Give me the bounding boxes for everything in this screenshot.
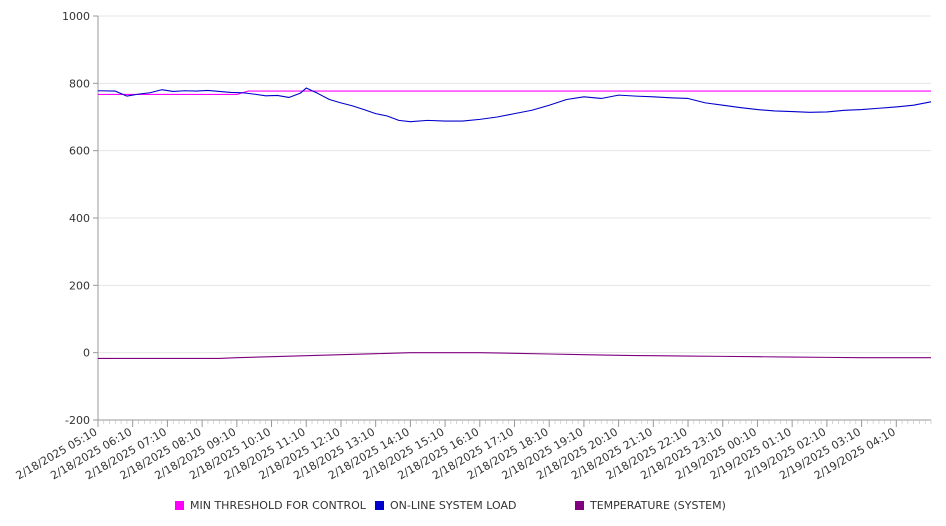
legend-swatch-min-threshold [175, 501, 184, 510]
y-tick-label-5: 800 [69, 77, 90, 90]
grid-lines [98, 15, 931, 421]
legend-item-temperature[interactable]: TEMPERATURE (SYSTEM) [575, 499, 726, 512]
y-tick-label-6: 1000 [62, 10, 90, 23]
y-tick-label-0: -200 [65, 414, 90, 427]
legend-item-min-threshold[interactable]: MIN THRESHOLD FOR CONTROL [175, 499, 366, 512]
legend-item-system-load[interactable]: ON-LINE SYSTEM LOAD [375, 499, 516, 512]
series-line-2 [98, 352, 931, 359]
y-tick-label-1: 0 [83, 347, 90, 360]
y-tick-label-2: 200 [69, 279, 90, 292]
series-line-1 [97, 87, 932, 123]
line-chart: -200 0 200 400 600 800 1000 2/18/2025 05:102/1… [14, 10, 932, 482]
legend-label-temperature: TEMPERATURE (SYSTEM) [590, 499, 726, 512]
legend-swatch-temperature [575, 501, 584, 510]
y-axis: -200 0 200 400 600 800 1000 [62, 10, 99, 427]
series-layer [97, 87, 932, 359]
y-tick-label-4: 600 [69, 145, 90, 158]
legend-label-min-threshold: MIN THRESHOLD FOR CONTROL [190, 499, 366, 512]
legend: MIN THRESHOLD FOR CONTROL ON-LINE SYSTEM… [0, 497, 946, 517]
legend-swatch-system-load [375, 501, 384, 510]
legend-label-system-load: ON-LINE SYSTEM LOAD [390, 499, 517, 512]
x-axis: 2/18/2025 05:102/18/2025 06:102/18/2025 … [14, 419, 932, 482]
y-tick-label-3: 400 [69, 212, 90, 225]
